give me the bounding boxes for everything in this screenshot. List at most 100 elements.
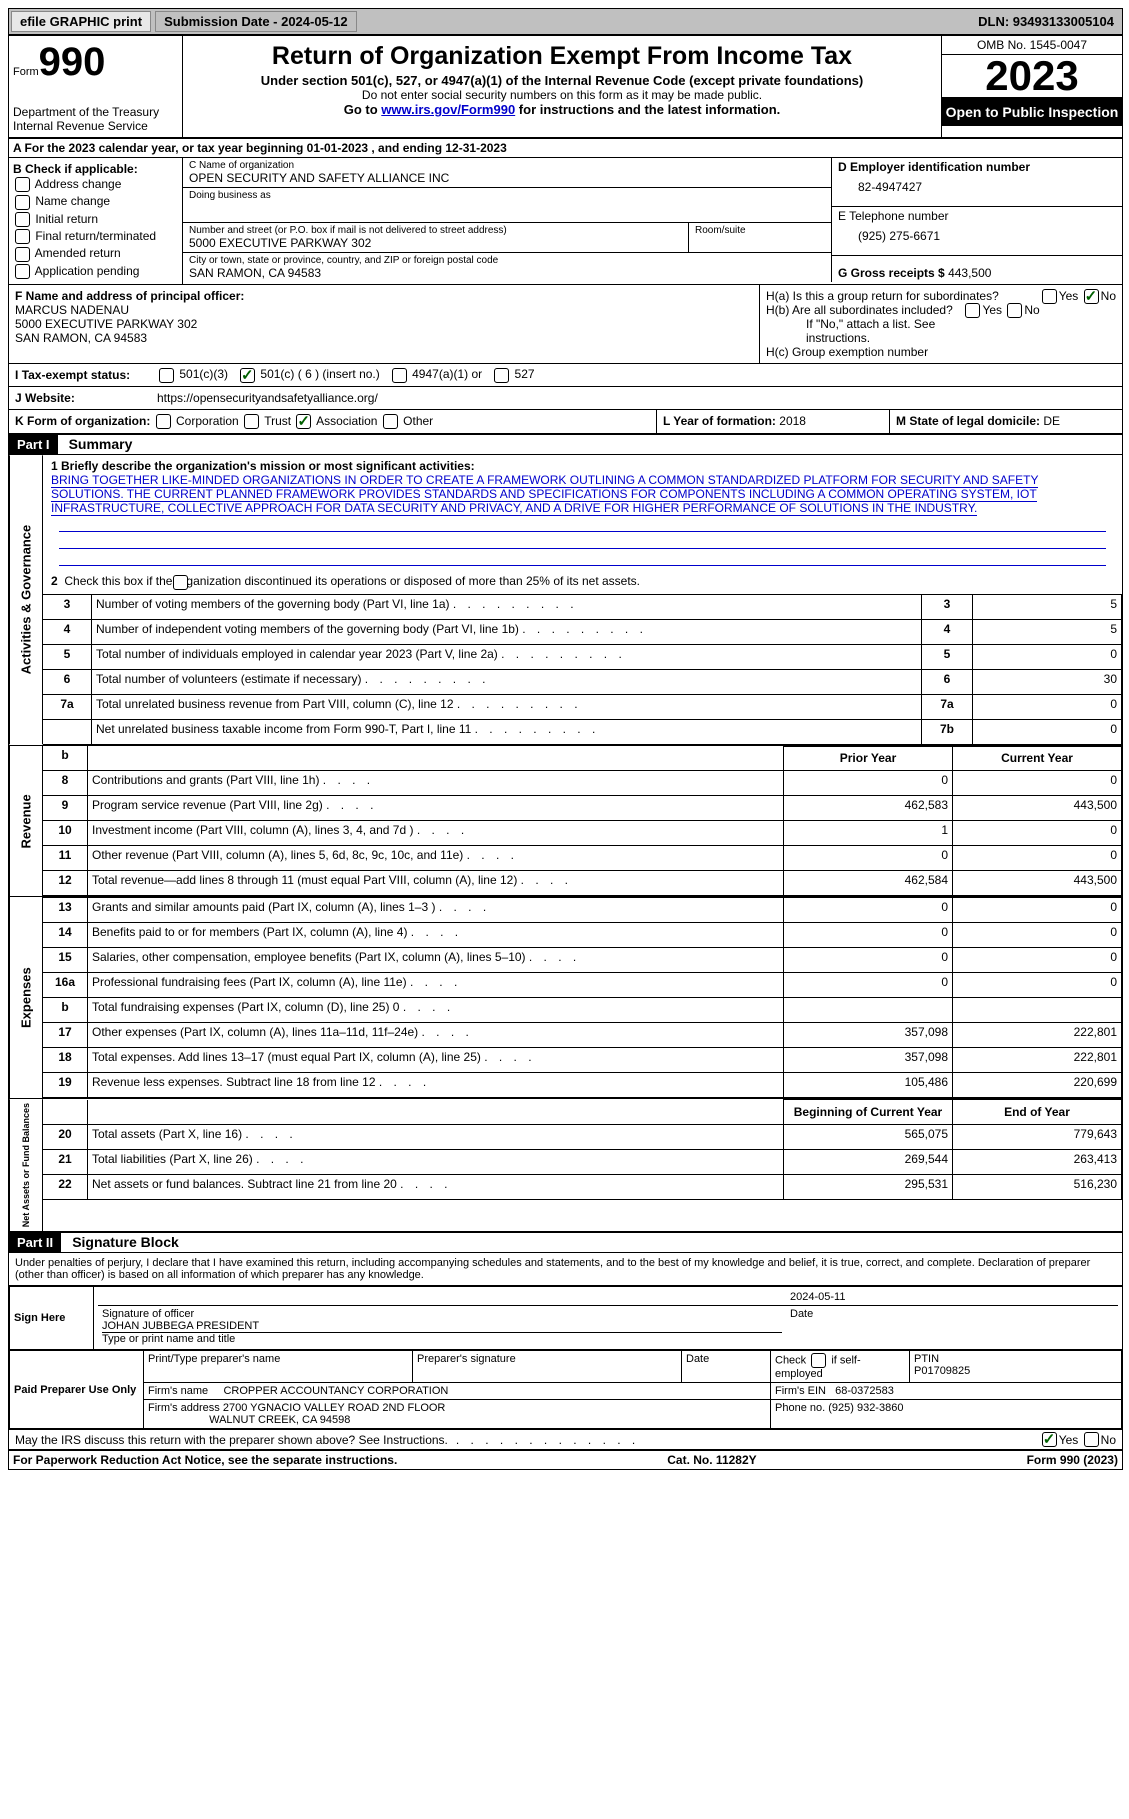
- irs-link[interactable]: www.irs.gov/Form990: [381, 102, 515, 117]
- prior-year-val: 357,098: [784, 1023, 953, 1048]
- tax-year: 2023: [942, 55, 1122, 98]
- cb-other[interactable]: [383, 414, 398, 429]
- current-year-val: 0: [953, 846, 1122, 871]
- officer-addr1: 5000 EXECUTIVE PARKWAY 302: [15, 317, 197, 331]
- current-year-val: 0: [953, 821, 1122, 846]
- line-num: 13: [43, 898, 88, 923]
- mission-intro: 1 Briefly describe the organization's mi…: [51, 459, 475, 473]
- firm-addr2: WALNUT CREEK, CA 94598: [209, 1414, 350, 1426]
- stat-num: 3: [43, 594, 92, 619]
- discuss-row: May the IRS discuss this return with the…: [9, 1429, 1122, 1451]
- revenue-table: b Prior Year Current Year 8 Contribution…: [43, 746, 1122, 897]
- stat-num: 4: [43, 619, 92, 644]
- line-i: I Tax-exempt status: 501(c)(3) 501(c) ( …: [9, 364, 1122, 387]
- stats-table: 3 Number of voting members of the govern…: [43, 594, 1122, 745]
- line-num: 11: [43, 846, 88, 871]
- opt-other: Other: [403, 414, 433, 428]
- line-desc: Net assets or fund balances. Subtract li…: [88, 1174, 784, 1199]
- line-desc: Investment income (Part VIII, column (A)…: [88, 821, 784, 846]
- opt-final-return: Final return/terminated: [35, 229, 156, 243]
- current-year-val: 443,500: [953, 796, 1122, 821]
- discuss-yes: Yes: [1059, 1433, 1079, 1447]
- cb-line2[interactable]: [173, 575, 188, 590]
- current-year-val: 779,643: [953, 1124, 1122, 1149]
- blank-line: [59, 515, 1106, 532]
- ein: 82-4947427: [838, 174, 1116, 200]
- prior-year-val: 0: [784, 973, 953, 998]
- cb-hb-no[interactable]: [1007, 303, 1022, 318]
- cb-501c[interactable]: [240, 368, 255, 383]
- cb-ha-yes[interactable]: [1042, 289, 1057, 304]
- line-num: 21: [43, 1149, 88, 1174]
- efile-print-button[interactable]: efile GRAPHIC print: [11, 11, 151, 32]
- stat-key: 6: [922, 669, 973, 694]
- cb-trust[interactable]: [244, 414, 259, 429]
- prior-year-val: 0: [784, 948, 953, 973]
- stat-key: 4: [922, 619, 973, 644]
- cb-amended-return[interactable]: [15, 247, 30, 262]
- line2: Check this box if the organization disco…: [64, 574, 640, 588]
- hb-note: If "No," attach a list. See instructions…: [766, 317, 1116, 345]
- year-formation: 2018: [779, 414, 806, 428]
- line-desc: Other revenue (Part VIII, column (A), li…: [88, 846, 784, 871]
- line-desc: Total assets (Part X, line 16) . . . .: [88, 1124, 784, 1149]
- line-num: 12: [43, 871, 88, 896]
- officer-addr2: SAN RAMON, CA 94583: [15, 331, 147, 345]
- opt-name-change: Name change: [35, 194, 110, 208]
- l-lbl: L Year of formation:: [663, 414, 776, 428]
- cb-self-employed[interactable]: [811, 1353, 826, 1368]
- org-name: OPEN SECURITY AND SAFETY ALLIANCE INC: [189, 171, 825, 185]
- goto-pre: Go to: [344, 102, 382, 117]
- opt-trust: Trust: [264, 414, 291, 428]
- cb-hb-yes[interactable]: [965, 303, 980, 318]
- cb-4947[interactable]: [392, 368, 407, 383]
- cb-name-change[interactable]: [15, 195, 30, 210]
- stat-num: 6: [43, 669, 92, 694]
- stat-desc: Number of independent voting members of …: [92, 619, 922, 644]
- current-year-val: 0: [953, 973, 1122, 998]
- city: SAN RAMON, CA 94583: [189, 266, 825, 280]
- current-year-val: 222,801: [953, 1048, 1122, 1073]
- cb-527[interactable]: [494, 368, 509, 383]
- current-year-hdr: Current Year: [953, 746, 1122, 771]
- cb-address-change[interactable]: [15, 177, 30, 192]
- submission-date: Submission Date - 2024-05-12: [155, 11, 357, 32]
- hc-lbl: H(c) Group exemption number: [766, 345, 1116, 359]
- opt-app-pending: Application pending: [35, 264, 140, 278]
- prior-year-val: 565,075: [784, 1124, 953, 1149]
- i-lbl: Tax-exempt status:: [22, 368, 130, 382]
- ha-no: No: [1101, 289, 1116, 303]
- prior-year-val: 462,583: [784, 796, 953, 821]
- header: Form990 Department of the Treasury Inter…: [9, 36, 1122, 139]
- current-year-val: [953, 998, 1122, 1023]
- line-desc: Benefits paid to or for members (Part IX…: [88, 923, 784, 948]
- check-lbl: Check: [775, 1355, 806, 1367]
- cb-app-pending[interactable]: [15, 264, 30, 279]
- expenses-table: 13 Grants and similar amounts paid (Part…: [43, 897, 1122, 1098]
- prior-year-val: 295,531: [784, 1174, 953, 1199]
- part2-label: Part II: [9, 1233, 61, 1252]
- cb-discuss-no[interactable]: [1084, 1432, 1099, 1447]
- opt-501c: 501(c) ( 6 ) (insert no.): [260, 367, 379, 381]
- stat-desc: Net unrelated business taxable income fr…: [92, 719, 922, 744]
- part1-label: Part I: [9, 435, 58, 454]
- current-year-val: 0: [953, 898, 1122, 923]
- cb-corp[interactable]: [156, 414, 171, 429]
- cb-discuss-yes[interactable]: [1042, 1432, 1057, 1447]
- line-num: 16a: [43, 973, 88, 998]
- line-num: 17: [43, 1023, 88, 1048]
- cb-assoc[interactable]: [296, 414, 311, 429]
- stat-key: 5: [922, 644, 973, 669]
- opt-4947: 4947(a)(1) or: [412, 367, 482, 381]
- prep-date-lbl: Date: [682, 1351, 771, 1383]
- cb-initial-return[interactable]: [15, 212, 30, 227]
- cb-ha-no[interactable]: [1084, 289, 1099, 304]
- stat-num: 5: [43, 644, 92, 669]
- current-year-val: 443,500: [953, 871, 1122, 896]
- gross-receipts: 443,500: [948, 266, 991, 280]
- section-fh: F Name and address of principal officer:…: [9, 285, 1122, 364]
- header-sub1: Under section 501(c), 527, or 4947(a)(1)…: [187, 73, 937, 88]
- cb-501c3[interactable]: [159, 368, 174, 383]
- cb-final-return[interactable]: [15, 229, 30, 244]
- header-sub2: Do not enter social security numbers on …: [187, 88, 937, 102]
